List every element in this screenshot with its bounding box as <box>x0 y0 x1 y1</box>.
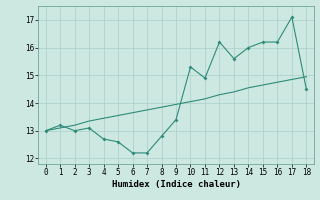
X-axis label: Humidex (Indice chaleur): Humidex (Indice chaleur) <box>111 180 241 189</box>
